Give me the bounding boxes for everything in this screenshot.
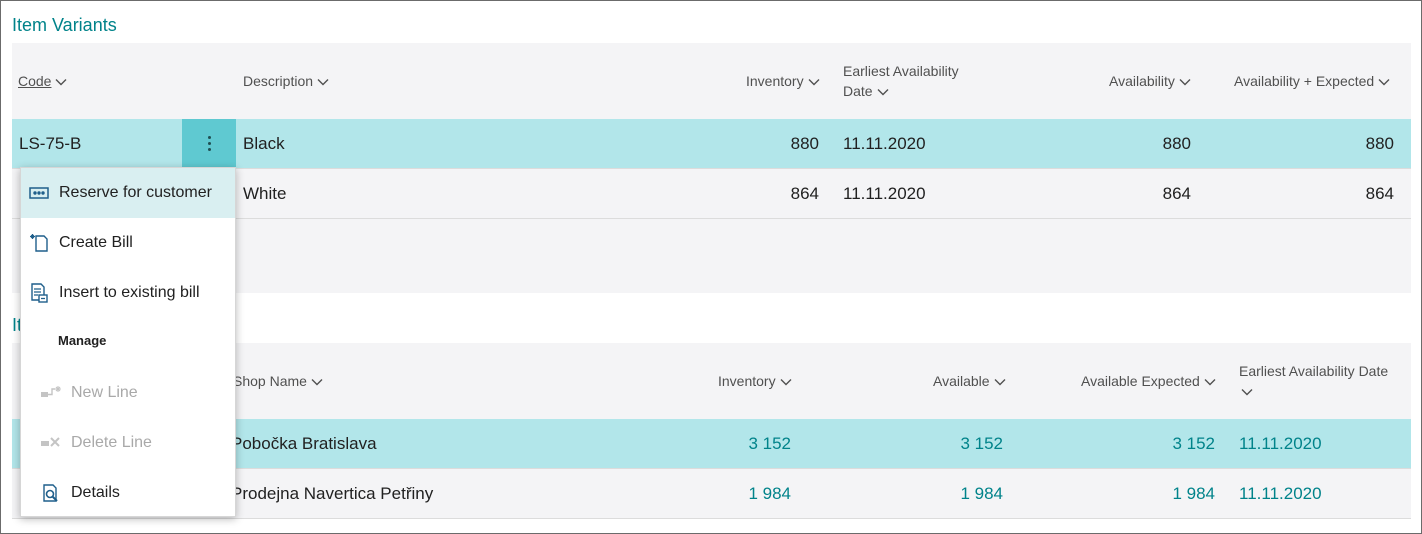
variant-availability: 880 bbox=[1162, 134, 1191, 153]
column-header-availability-expected-label: Availability + Expected bbox=[1234, 73, 1375, 89]
reserve-icon bbox=[28, 182, 50, 204]
chevron-down-icon bbox=[55, 79, 67, 86]
column-header-inventory-label: Inventory bbox=[746, 73, 804, 89]
column-header-shop-inventory-label: Inventory bbox=[718, 373, 776, 389]
column-header-description-label: Description bbox=[243, 73, 314, 89]
row-context-menu: Reserve for customer Create Bill Insert … bbox=[20, 167, 236, 517]
chevron-down-icon bbox=[780, 379, 792, 386]
variant-availability: 864 bbox=[1162, 184, 1191, 203]
menu-item-label: New Line bbox=[71, 384, 138, 401]
table-row[interactable]: LS-75-B Black 880 11.11.2020 880 880 bbox=[12, 119, 1411, 169]
shops-section-title: It bbox=[12, 315, 23, 335]
shop-available-expected[interactable]: 3 152 bbox=[1172, 434, 1215, 453]
chevron-down-icon bbox=[994, 379, 1006, 386]
column-header-code-label: Code bbox=[18, 73, 52, 89]
shop-inventory[interactable]: 3 152 bbox=[748, 434, 791, 453]
shop-earliest-date[interactable]: 11.11.2020 bbox=[1239, 434, 1322, 453]
column-header-earliest-availability[interactable]: Earliest Availability Date bbox=[843, 61, 959, 101]
column-header-code[interactable]: Code bbox=[18, 71, 67, 91]
shop-name: Prodejna Navertica Petřiny bbox=[231, 484, 434, 503]
insert-document-icon bbox=[28, 282, 50, 304]
column-header-availability[interactable]: Availability bbox=[1109, 71, 1191, 91]
section-separator bbox=[12, 293, 1411, 343]
shop-name: Pobočka Bratislava bbox=[231, 434, 377, 453]
table-row[interactable]: Pobočka Bratislava 3 152 3 152 3 152 11.… bbox=[12, 419, 1411, 469]
column-header-availability-label: Availability bbox=[1109, 73, 1175, 89]
variant-availability-expected: 864 bbox=[1365, 184, 1394, 203]
row-actions-button[interactable] bbox=[182, 119, 236, 168]
chevron-down-icon bbox=[808, 79, 820, 86]
chevron-down-icon bbox=[1378, 79, 1390, 86]
column-header-shop-earliest-label: Earliest Availability Date bbox=[1239, 363, 1389, 379]
shop-available[interactable]: 3 152 bbox=[960, 434, 1003, 453]
chevron-down-icon bbox=[1241, 389, 1253, 396]
chevron-down-icon bbox=[1179, 79, 1191, 86]
variant-availability-expected: 880 bbox=[1365, 134, 1394, 153]
menu-item-label: Create Bill bbox=[59, 234, 133, 251]
column-header-available-label: Available bbox=[933, 373, 990, 389]
column-header-shop-earliest[interactable]: Earliest Availability Date bbox=[1239, 361, 1409, 401]
variant-inventory: 880 bbox=[790, 134, 819, 153]
shop-available[interactable]: 1 984 bbox=[960, 484, 1003, 503]
menu-item-insert-to-existing-bill[interactable]: Insert to existing bill bbox=[21, 268, 235, 318]
column-header-available-expected-label: Available Expected bbox=[1081, 373, 1200, 389]
details-icon bbox=[40, 482, 62, 504]
menu-item-create-bill[interactable]: Create Bill bbox=[21, 218, 235, 268]
menu-group-manage: Manage bbox=[58, 333, 107, 348]
menu-item-label: Details bbox=[71, 484, 120, 501]
table-row[interactable]: White 864 11.11.2020 864 864 bbox=[12, 169, 1411, 219]
column-header-available-expected[interactable]: Available Expected bbox=[1081, 371, 1216, 391]
column-header-shop-name[interactable]: Shop Name bbox=[233, 371, 323, 391]
column-header-inventory[interactable]: Inventory bbox=[746, 71, 820, 91]
shop-inventory[interactable]: 1 984 bbox=[748, 484, 791, 503]
menu-item-reserve-for-customer[interactable]: Reserve for customer bbox=[21, 168, 235, 218]
variants-header bbox=[12, 43, 1411, 119]
menu-item-delete-line[interactable]: Delete Line bbox=[21, 418, 235, 468]
shops-header bbox=[12, 343, 1411, 419]
menu-item-details[interactable]: Details bbox=[21, 468, 235, 518]
column-header-earliest-line1: Earliest Availability bbox=[843, 63, 959, 79]
column-header-description[interactable]: Description bbox=[243, 71, 329, 91]
menu-item-new-line[interactable]: New Line bbox=[21, 368, 235, 418]
variant-earliest-date: 11.11.2020 bbox=[843, 184, 926, 203]
column-header-shop-inventory[interactable]: Inventory bbox=[718, 371, 792, 391]
variant-description: Black bbox=[243, 134, 285, 153]
menu-item-label: Reserve for customer bbox=[59, 184, 212, 201]
chevron-down-icon bbox=[1204, 379, 1216, 386]
menu-item-label: Insert to existing bill bbox=[59, 284, 200, 301]
menu-item-label: Delete Line bbox=[71, 434, 152, 451]
column-header-availability-expected[interactable]: Availability + Expected bbox=[1234, 71, 1390, 91]
variants-empty-area bbox=[12, 219, 1411, 293]
variant-earliest-date: 11.11.2020 bbox=[843, 134, 926, 153]
variant-code[interactable]: LS-75-B bbox=[19, 134, 82, 153]
new-document-icon bbox=[28, 232, 50, 254]
variant-description: White bbox=[243, 184, 287, 203]
chevron-down-icon bbox=[317, 79, 329, 86]
chevron-down-icon bbox=[877, 89, 889, 96]
table-row[interactable]: Prodejna Navertica Petřiny 1 984 1 984 1… bbox=[12, 469, 1411, 519]
new-line-icon bbox=[40, 382, 62, 404]
chevron-down-icon bbox=[311, 379, 323, 386]
item-variants-title: Item Variants bbox=[12, 15, 117, 35]
shop-earliest-date[interactable]: 11.11.2020 bbox=[1239, 484, 1322, 503]
column-header-earliest-line2: Date bbox=[843, 83, 873, 99]
delete-line-icon bbox=[40, 432, 62, 454]
more-vertical-icon bbox=[207, 135, 211, 153]
shop-available-expected[interactable]: 1 984 bbox=[1172, 484, 1215, 503]
column-header-available[interactable]: Available bbox=[933, 371, 1006, 391]
column-header-shop-name-label: Shop Name bbox=[233, 373, 307, 389]
variant-inventory: 864 bbox=[790, 184, 819, 203]
